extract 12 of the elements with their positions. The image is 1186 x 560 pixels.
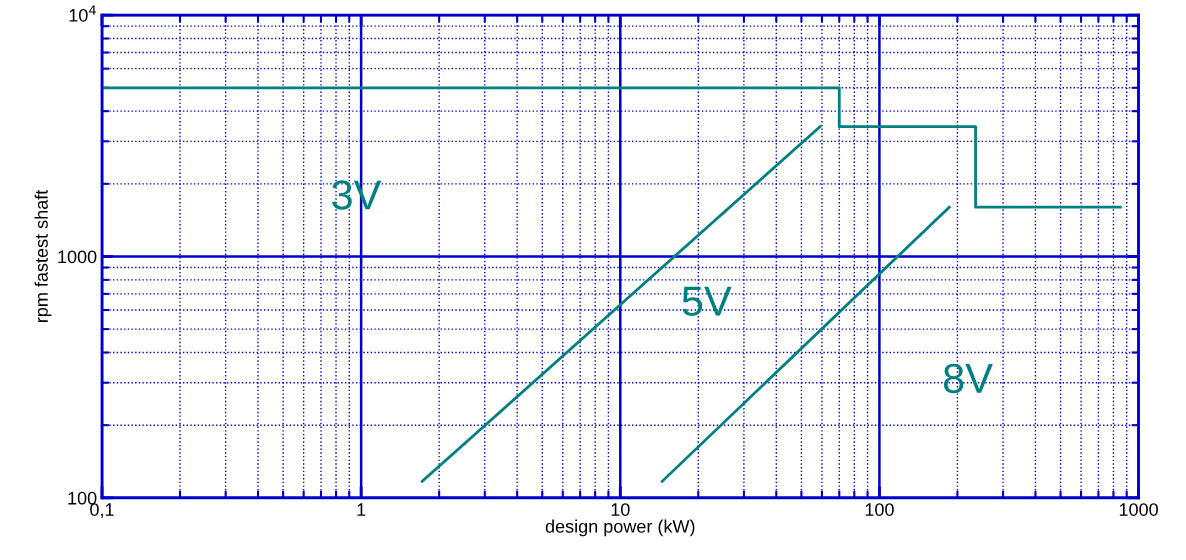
x-axis-title: design power (kW): [545, 519, 695, 537]
x-tick-label: 10: [611, 503, 630, 516]
annotation: 5V: [682, 286, 732, 316]
x-tick-label: 1: [357, 503, 366, 516]
y-tick-label: 100: [68, 491, 97, 505]
x-tick-label: 1000: [1119, 503, 1158, 516]
y-axis-title: rpm fastest shaft: [34, 189, 52, 323]
annotation: 8V: [943, 363, 993, 394]
x-tick-label: 100: [865, 503, 894, 516]
x-tick-label: 0,1: [90, 503, 114, 519]
y-tick-label: 10$^{4}$: [69, 5, 96, 22]
y-tick-label: 1000: [58, 250, 97, 264]
